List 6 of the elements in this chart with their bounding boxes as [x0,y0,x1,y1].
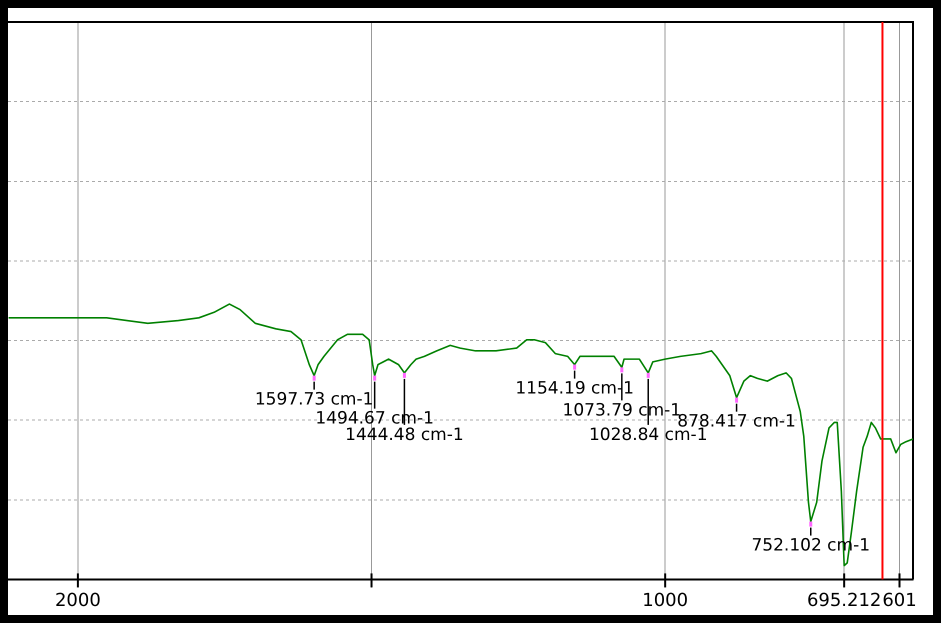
annotation: 1444.48 cm-1 [345,424,464,445]
annotation: 1597.73 cm-1 [254,390,374,410]
x-tick-label: 1000 [642,590,688,611]
x-tick-label: 695.212 [806,590,882,611]
x-tick-label: 601 [882,590,917,611]
x-tick-label: 2000 [54,590,101,611]
